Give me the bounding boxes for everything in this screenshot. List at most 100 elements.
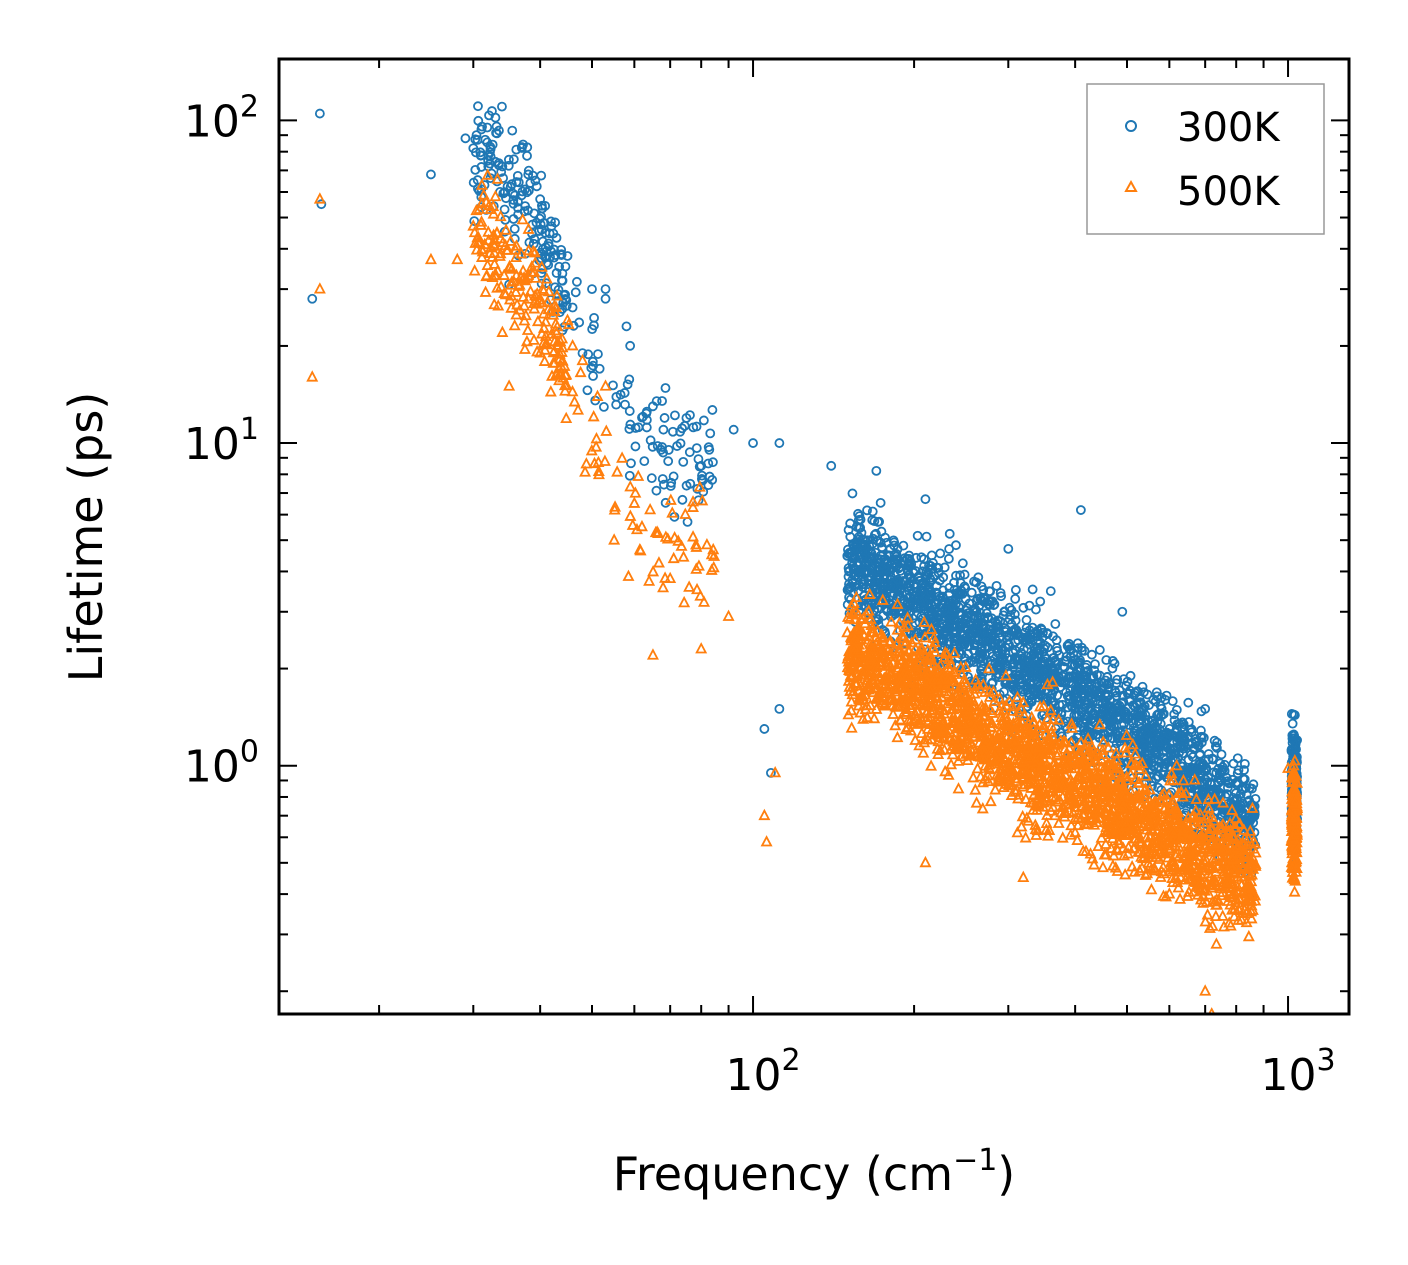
data-point bbox=[588, 371, 598, 381]
data-point bbox=[1206, 919, 1219, 931]
data-point bbox=[307, 293, 318, 304]
data-point bbox=[848, 596, 860, 609]
data-point bbox=[891, 623, 904, 635]
data-point bbox=[1019, 636, 1030, 647]
data-point bbox=[679, 420, 690, 431]
data-point bbox=[869, 576, 880, 586]
data-point bbox=[893, 641, 906, 654]
data-point bbox=[947, 714, 960, 726]
data-point bbox=[478, 237, 491, 250]
data-point bbox=[1102, 741, 1115, 753]
data-point bbox=[696, 460, 707, 471]
data-point bbox=[513, 196, 523, 207]
data-point bbox=[1149, 829, 1162, 842]
data-point bbox=[491, 172, 504, 184]
data-point bbox=[921, 733, 934, 745]
data-point bbox=[1025, 781, 1038, 793]
data-point bbox=[536, 224, 547, 235]
data-point bbox=[977, 619, 988, 630]
data-point bbox=[993, 692, 1006, 704]
data-point bbox=[748, 438, 758, 448]
data-point bbox=[1240, 839, 1253, 852]
data-point bbox=[894, 585, 905, 596]
data-point bbox=[1040, 790, 1053, 802]
data-point bbox=[1074, 747, 1087, 759]
data-point bbox=[622, 569, 635, 581]
data-point bbox=[660, 497, 671, 508]
data-point bbox=[1162, 757, 1172, 768]
data-point bbox=[1174, 870, 1187, 882]
data-point bbox=[1090, 659, 1100, 670]
data-point bbox=[917, 566, 928, 577]
data-point bbox=[979, 719, 992, 732]
data-point bbox=[1118, 697, 1129, 708]
data-point bbox=[677, 494, 688, 505]
data-point bbox=[978, 584, 989, 595]
data-point bbox=[598, 454, 611, 466]
data-point bbox=[847, 551, 857, 562]
data-point bbox=[1209, 909, 1222, 922]
data-point bbox=[864, 541, 875, 552]
data-point bbox=[1074, 758, 1087, 770]
data-point bbox=[624, 509, 637, 521]
data-point bbox=[704, 444, 715, 455]
data-point bbox=[460, 133, 471, 144]
data-point bbox=[705, 428, 716, 439]
data-point bbox=[1140, 843, 1153, 856]
data-point bbox=[1112, 726, 1123, 737]
data-point bbox=[536, 170, 547, 181]
data-point bbox=[1006, 778, 1019, 791]
data-point bbox=[1070, 654, 1081, 665]
data-point bbox=[1064, 753, 1077, 765]
data-point bbox=[1042, 629, 1053, 639]
data-point bbox=[978, 637, 989, 648]
data-point bbox=[889, 718, 902, 731]
data-point bbox=[528, 302, 541, 314]
data-point bbox=[515, 247, 528, 259]
data-point bbox=[947, 709, 960, 721]
data-point bbox=[1203, 921, 1216, 933]
data-point bbox=[1010, 728, 1023, 741]
data-point bbox=[1077, 844, 1090, 856]
data-point bbox=[1094, 645, 1105, 655]
data-point bbox=[1132, 776, 1145, 788]
data-point bbox=[1010, 615, 1021, 626]
data-point bbox=[1151, 687, 1162, 698]
data-point bbox=[969, 673, 982, 685]
data-point bbox=[1088, 858, 1101, 870]
data-point bbox=[511, 177, 522, 187]
data-point bbox=[1054, 734, 1067, 746]
data-point bbox=[1174, 892, 1187, 904]
data-point bbox=[539, 343, 551, 355]
data-point bbox=[554, 261, 565, 272]
data-point bbox=[608, 380, 618, 391]
data-point bbox=[1036, 657, 1047, 667]
data-point bbox=[900, 722, 913, 735]
data-point bbox=[503, 154, 514, 165]
data-point bbox=[475, 197, 488, 209]
data-point bbox=[972, 593, 983, 604]
data-point bbox=[1120, 746, 1133, 758]
data-point bbox=[1075, 505, 1086, 515]
data-point bbox=[1165, 796, 1178, 808]
data-point bbox=[1220, 834, 1233, 847]
data-point bbox=[497, 101, 507, 112]
data-point bbox=[1214, 875, 1227, 887]
data-point bbox=[1047, 712, 1060, 725]
data-point bbox=[891, 730, 904, 743]
data-point bbox=[480, 268, 493, 281]
data-point bbox=[951, 540, 961, 551]
data-point bbox=[1009, 609, 1020, 620]
data-point bbox=[1102, 784, 1115, 797]
data-point bbox=[919, 630, 930, 641]
data-point bbox=[1010, 593, 1021, 604]
data-point bbox=[1235, 877, 1248, 889]
data-point bbox=[1249, 846, 1262, 858]
data-point bbox=[1024, 666, 1034, 677]
data-point bbox=[1188, 764, 1199, 775]
data-point bbox=[1207, 753, 1218, 764]
data-point bbox=[916, 552, 927, 563]
data-point bbox=[668, 471, 679, 482]
data-point bbox=[1003, 543, 1014, 554]
data-point bbox=[1142, 759, 1152, 770]
